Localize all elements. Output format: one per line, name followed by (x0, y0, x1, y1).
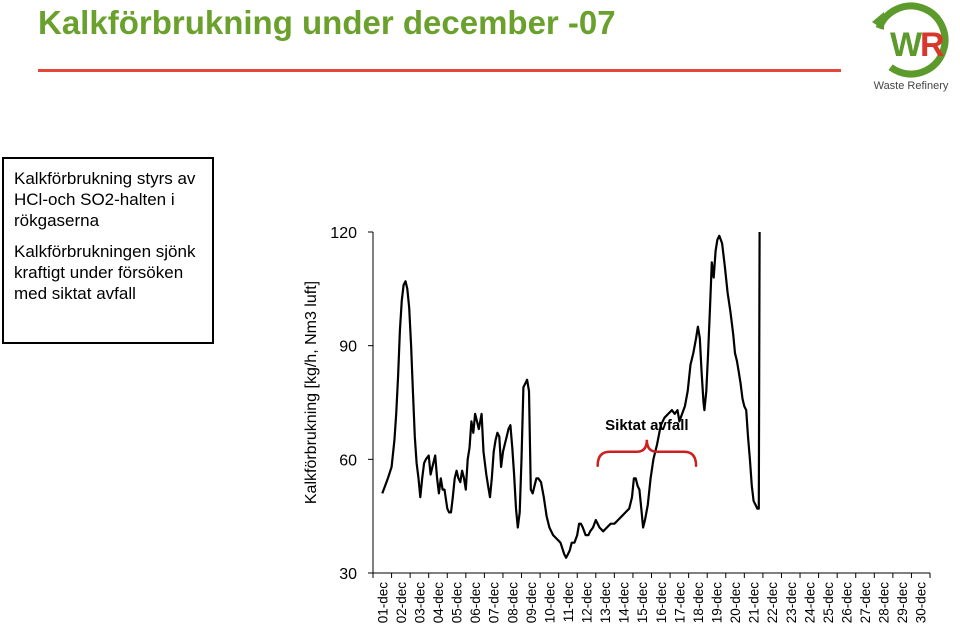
x-tick-label: 15-dec (635, 582, 650, 624)
x-tick-label: 02-dec (394, 582, 409, 624)
y-tick-label: 60 (339, 452, 357, 469)
annotation-label: Siktat avfall (605, 417, 688, 434)
x-tick-label: 19-dec (709, 582, 724, 624)
x-tick-label: 07-dec (487, 582, 502, 624)
x-tick-label: 23-dec (784, 582, 799, 624)
svg-text:R: R (920, 26, 945, 64)
x-tick-label: 29-dec (895, 582, 910, 624)
info-line-2: Kalkförbrukningen sjönk kraftigt under f… (14, 242, 196, 303)
x-tick-label: 13-dec (598, 582, 613, 624)
x-tick-label: 10-dec (542, 582, 557, 624)
x-tick-label: 06-dec (468, 582, 483, 624)
x-tick-label: 26-dec (839, 582, 854, 624)
x-tick-label: 27-dec (858, 582, 873, 624)
x-tick-label: 18-dec (691, 582, 706, 624)
x-tick-label: 20-dec (728, 582, 743, 624)
y-tick-label: 120 (330, 225, 357, 242)
x-tick-label: 24-dec (802, 582, 817, 624)
y-tick-label: 30 (339, 566, 357, 583)
info-box: Kalkförbrukning styrs av HCl-och SO2-hal… (2, 157, 214, 344)
x-tick-label: 16-dec (654, 582, 669, 624)
series-line (381, 231, 761, 559)
x-tick-label: 01-dec (375, 582, 390, 624)
x-tick-label: 14-dec (617, 582, 632, 624)
x-tick-label: 05-dec (450, 582, 465, 624)
x-tick-label: 08-dec (505, 582, 520, 624)
x-tick-label: 28-dec (877, 582, 892, 624)
svg-text:W: W (890, 26, 923, 64)
x-tick-label: 09-dec (524, 582, 539, 624)
x-tick-label: 12-dec (580, 582, 595, 624)
siktat-avfall-bracket (596, 439, 698, 468)
x-tick-label: 22-dec (765, 582, 780, 624)
x-tick-label: 25-dec (821, 582, 836, 624)
x-tick-label: 04-dec (431, 582, 446, 624)
x-tick-label: 21-dec (747, 582, 762, 624)
x-tick-label: 03-dec (412, 582, 427, 624)
waste-refinery-logo: W R Waste Refinery (872, 2, 949, 92)
page-title: Kalkförbrukning under december -07 (38, 4, 616, 41)
y-axis-title: Kalkförbrukning [kg/h, Nm3 luft] (303, 281, 320, 504)
x-tick-label: 30-dec (914, 582, 929, 624)
x-tick-label: 11-dec (561, 582, 576, 623)
title-underline (38, 69, 841, 72)
x-tick-label: 17-dec (672, 582, 687, 624)
logo-text: Waste Refinery (874, 80, 949, 92)
info-line-1: Kalkförbrukning styrs av HCl-och SO2-hal… (14, 169, 196, 230)
y-tick-label: 90 (339, 339, 357, 356)
